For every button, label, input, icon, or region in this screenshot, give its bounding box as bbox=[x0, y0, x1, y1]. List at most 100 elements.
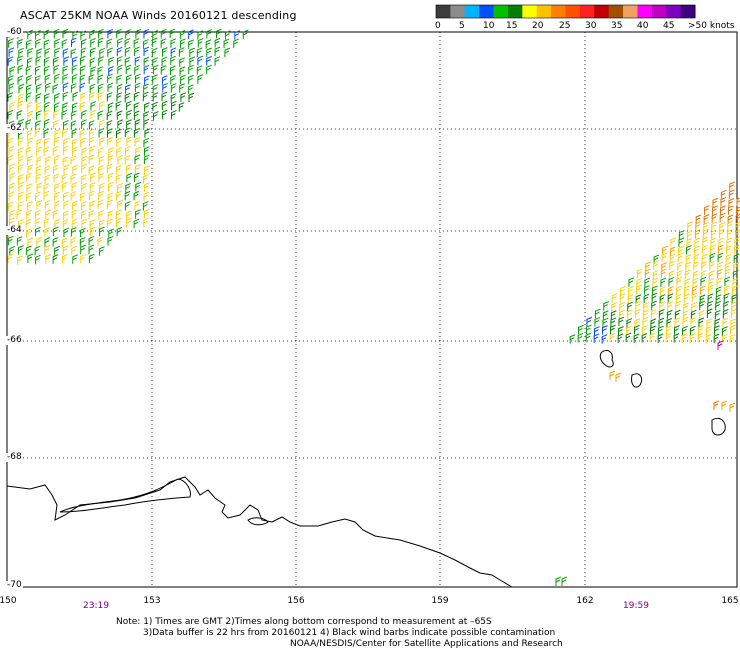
note-line-2: 3)Data buffer is 22 hrs from 20160121 4)… bbox=[143, 628, 556, 638]
wind-barb bbox=[54, 191, 60, 202]
wind-barb bbox=[89, 226, 96, 237]
wind-barb bbox=[676, 285, 682, 296]
wind-barb bbox=[53, 164, 59, 175]
wind-barb bbox=[45, 156, 51, 166]
wind-barb bbox=[90, 66, 97, 76]
note-line-3: NOAA/NESDIS/Center for Satellite Applica… bbox=[290, 639, 563, 649]
wind-barb bbox=[650, 318, 657, 328]
wind-barb bbox=[34, 191, 41, 201]
wind-barb bbox=[712, 205, 718, 215]
wind-barb bbox=[61, 237, 68, 247]
wind-barb bbox=[81, 174, 87, 184]
wind-barb bbox=[116, 28, 122, 39]
wind-barb bbox=[678, 245, 684, 256]
wind-barb bbox=[709, 252, 716, 263]
wind-barb bbox=[35, 226, 41, 237]
wind-barb bbox=[593, 333, 600, 343]
scale-label: >50 knots bbox=[688, 21, 735, 31]
wind-barb bbox=[134, 56, 141, 66]
wind-barb bbox=[651, 292, 658, 303]
wind-barb bbox=[80, 227, 86, 238]
wind-barb bbox=[80, 137, 86, 148]
wind-barb bbox=[98, 219, 105, 229]
wind-barb bbox=[689, 333, 696, 343]
wind-barb bbox=[618, 316, 625, 327]
wind-barb bbox=[88, 253, 95, 264]
wind-barb bbox=[98, 190, 104, 201]
wind-barb bbox=[674, 317, 681, 327]
wind-barb bbox=[691, 292, 698, 303]
wind-barb bbox=[684, 269, 691, 279]
wind-barb bbox=[675, 300, 681, 311]
scale-swatch bbox=[464, 5, 480, 18]
wind-barb bbox=[62, 254, 68, 264]
wind-barb bbox=[170, 75, 176, 85]
wind-barb bbox=[602, 317, 609, 328]
wind-barb bbox=[152, 30, 158, 40]
wind-barb bbox=[628, 277, 635, 287]
wind-barb bbox=[62, 48, 69, 58]
wind-barb bbox=[188, 29, 194, 39]
wind-barb bbox=[143, 118, 150, 129]
lon-label-165: 165 bbox=[721, 596, 739, 606]
wind-barb bbox=[27, 164, 34, 174]
wind-barb bbox=[72, 164, 79, 175]
wind-barb bbox=[178, 47, 185, 57]
wind-barb bbox=[170, 100, 177, 111]
wind-barb bbox=[649, 332, 656, 343]
wind-barb bbox=[44, 47, 51, 58]
wind-barb bbox=[44, 237, 51, 247]
wind-barb bbox=[693, 261, 699, 271]
wind-barb bbox=[692, 285, 698, 295]
wind-barb bbox=[717, 261, 723, 272]
wind-barb bbox=[90, 37, 96, 48]
wind-barb bbox=[160, 38, 167, 48]
wind-barb bbox=[99, 136, 105, 147]
wind-barb bbox=[34, 245, 41, 256]
wind-barb bbox=[678, 237, 685, 248]
wind-barb bbox=[196, 65, 203, 75]
wind-barb bbox=[52, 254, 59, 264]
scale-swatch bbox=[666, 5, 682, 18]
wind-barb bbox=[734, 236, 740, 247]
wind-barb bbox=[115, 174, 122, 184]
wind-barbs bbox=[7, 28, 740, 586]
wind-barb bbox=[144, 146, 150, 156]
wind-barb bbox=[731, 301, 737, 311]
wind-barb bbox=[728, 198, 735, 208]
wind-barb bbox=[626, 325, 632, 336]
wind-barb bbox=[116, 217, 122, 228]
wind-barb bbox=[34, 217, 41, 228]
wind-barb bbox=[62, 128, 68, 138]
wind-barb bbox=[135, 29, 142, 39]
scale-swatch bbox=[507, 5, 523, 18]
wind-barb bbox=[143, 191, 150, 202]
lon-label-159: 159 bbox=[431, 596, 449, 606]
wind-barb bbox=[152, 92, 159, 102]
wind-barb bbox=[36, 200, 43, 210]
wind-barb bbox=[714, 325, 720, 335]
wind-barb bbox=[79, 101, 86, 112]
wind-barb bbox=[715, 294, 722, 304]
scale-label: 5 bbox=[459, 21, 465, 31]
wind-barb bbox=[722, 317, 729, 328]
wind-barb bbox=[98, 56, 104, 66]
scale-swatch bbox=[493, 5, 509, 18]
wind-barb bbox=[61, 182, 68, 192]
wind-barb bbox=[44, 93, 50, 103]
wind-barb bbox=[89, 190, 95, 201]
wind-barb bbox=[723, 301, 729, 311]
wind-barb bbox=[153, 111, 159, 121]
wind-barb bbox=[8, 191, 15, 201]
wind-barb bbox=[71, 146, 78, 156]
wind-barb bbox=[713, 333, 720, 344]
wind-barb bbox=[693, 253, 700, 264]
wind-barb bbox=[45, 254, 51, 264]
wind-barb bbox=[62, 82, 69, 93]
wind-barb bbox=[134, 200, 141, 211]
wind-barb bbox=[133, 110, 140, 121]
wind-barb bbox=[116, 226, 123, 237]
wind-barb bbox=[44, 245, 51, 255]
wind-barb bbox=[62, 73, 69, 84]
